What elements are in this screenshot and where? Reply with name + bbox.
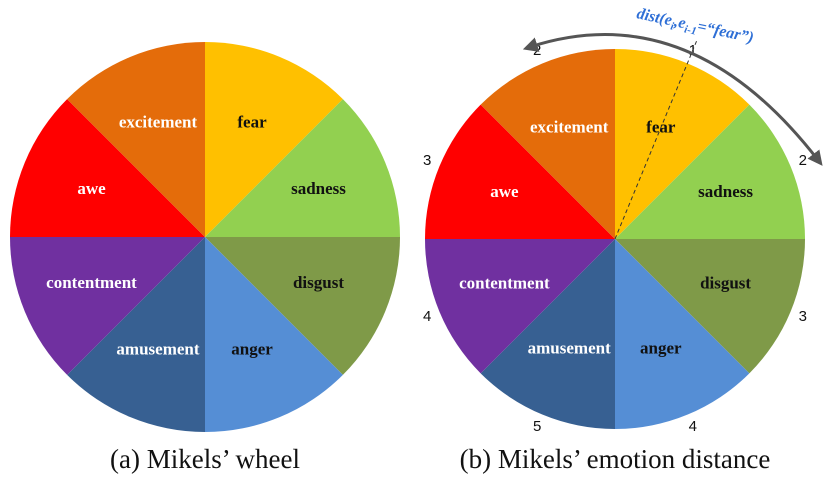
caption: (b) Mikels’ emotion distance: [460, 444, 771, 474]
segment-label: disgust: [293, 273, 344, 292]
wheel-segment: [67, 42, 206, 237]
wheel: fear sadness disgust anger amusement contentm…: [10, 42, 400, 474]
distance-label: 5: [533, 418, 541, 435]
segment-label: excitement: [530, 117, 609, 136]
wheel-segment: [205, 237, 400, 375]
annotation-part: dist(e: [635, 5, 673, 29]
segment-label: awe: [77, 179, 106, 198]
annotation-part: =“fear”): [696, 18, 755, 47]
wheel-segment: [615, 239, 805, 374]
caption: (a) Mikels’ wheel: [110, 444, 300, 474]
annotation-part: i: [669, 20, 675, 33]
annotation-part: ,e: [672, 13, 687, 32]
segment-label: excitement: [119, 112, 198, 131]
segment-label: anger: [640, 338, 682, 357]
wheel-segment: [425, 239, 615, 374]
segment-label: disgust: [700, 274, 751, 293]
segment-label: contentment: [46, 273, 137, 292]
wheel-segment: [10, 99, 205, 238]
segment-label: sadness: [698, 182, 753, 201]
segment-label: amusement: [116, 339, 199, 358]
annotation-part: i-1: [683, 23, 697, 37]
wheel-segment: [205, 237, 343, 432]
distance-label: 2: [799, 152, 807, 169]
segment-label: anger: [231, 339, 273, 358]
segment-label: awe: [490, 182, 519, 201]
wheel-segment: [425, 104, 615, 239]
distance-label: 3: [423, 152, 431, 169]
distance-arrow: [522, 33, 823, 166]
distance-label: 3: [799, 308, 807, 325]
distance-label: 4: [423, 308, 431, 325]
wheel-segment: [615, 239, 750, 429]
distance-label: 4: [689, 418, 697, 435]
segment-label: fear: [237, 112, 267, 131]
segment-label: contentment: [459, 274, 550, 293]
segment-label: sadness: [291, 179, 346, 198]
wheel-segment: [205, 42, 343, 237]
wheel-segment: [10, 237, 205, 375]
wheel: fear1sadness2disgust3anger4amusement5con…: [423, 39, 807, 474]
wheel-segment: [480, 239, 615, 430]
wheel-segment: [205, 99, 400, 238]
segment-label: amusement: [528, 338, 611, 357]
wheel-segment: [67, 237, 206, 432]
